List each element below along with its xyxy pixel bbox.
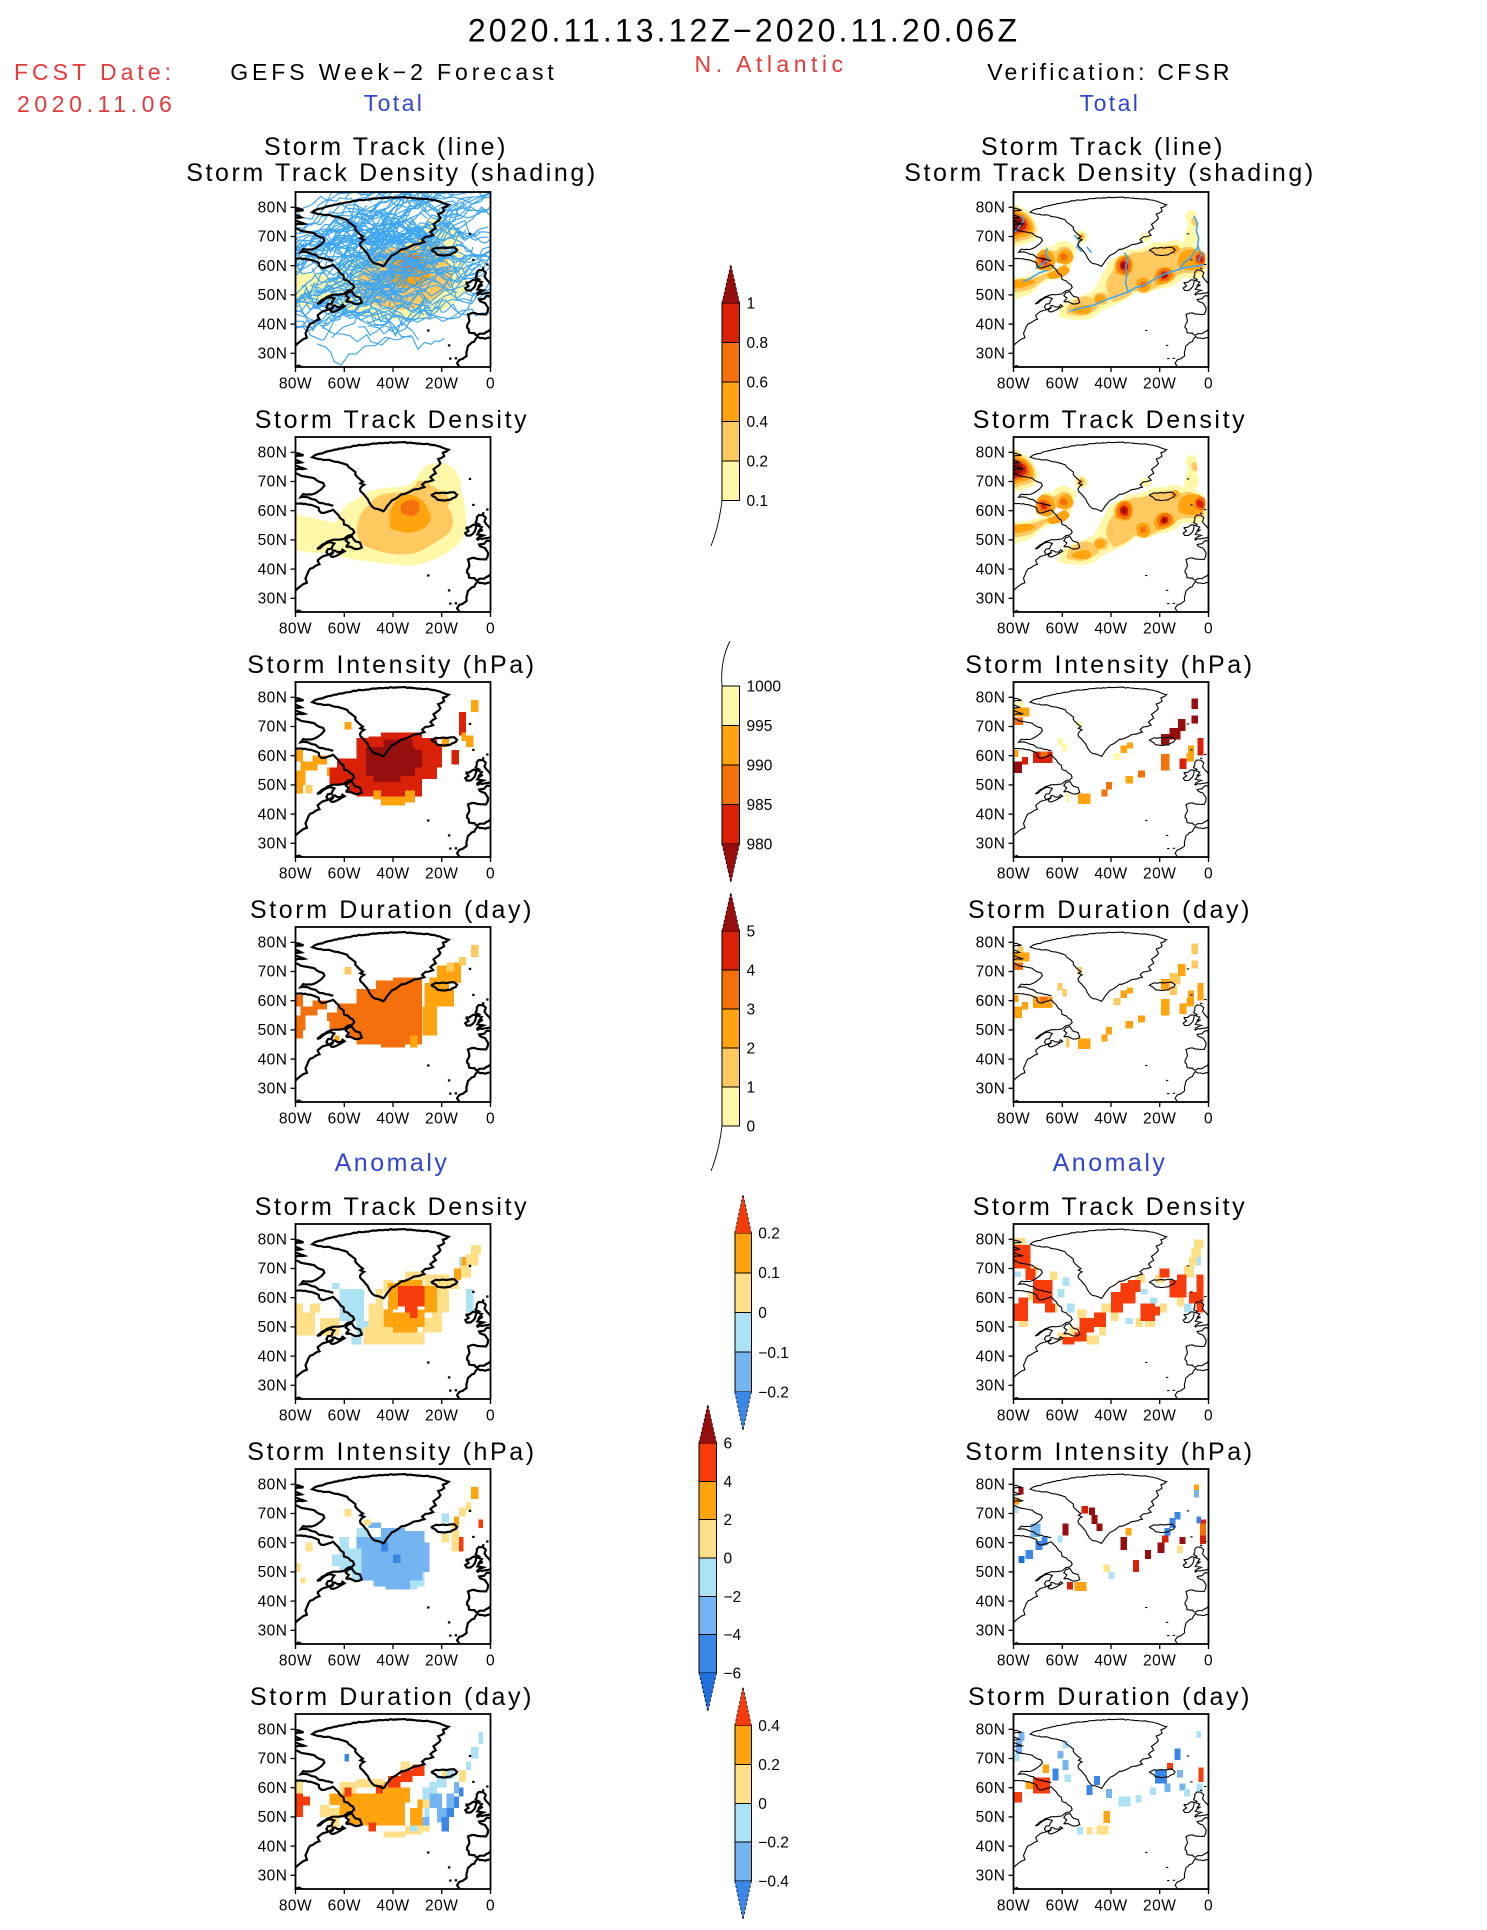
svg-text:Total: Total bbox=[364, 90, 425, 116]
svg-text:4: 4 bbox=[747, 963, 756, 980]
svg-text:GEFS Week−2 Forecast: GEFS Week−2 Forecast bbox=[230, 59, 557, 85]
svg-text:−0.1: −0.1 bbox=[758, 1345, 789, 1362]
svg-text:1000: 1000 bbox=[747, 679, 782, 696]
svg-text:0.2: 0.2 bbox=[758, 1757, 780, 1774]
svg-text:0.6: 0.6 bbox=[747, 375, 769, 392]
svg-text:Storm Intensity (hPa): Storm Intensity (hPa) bbox=[247, 1438, 536, 1466]
svg-text:1: 1 bbox=[747, 1080, 756, 1097]
svg-text:Storm Duration (day): Storm Duration (day) bbox=[250, 1683, 534, 1711]
svg-text:2: 2 bbox=[724, 1512, 733, 1529]
svg-text:990: 990 bbox=[747, 758, 773, 775]
svg-text:−0.2: −0.2 bbox=[758, 1835, 789, 1852]
svg-text:Anomaly: Anomaly bbox=[335, 1149, 450, 1177]
svg-text:0.2: 0.2 bbox=[747, 454, 769, 471]
svg-text:0.8: 0.8 bbox=[747, 335, 769, 352]
svg-text:1: 1 bbox=[747, 296, 756, 313]
svg-text:0: 0 bbox=[758, 1305, 767, 1322]
svg-text:Storm Duration (day): Storm Duration (day) bbox=[968, 1683, 1252, 1711]
svg-text:6: 6 bbox=[724, 1436, 733, 1453]
svg-text:0: 0 bbox=[747, 1119, 756, 1136]
svg-text:0.4: 0.4 bbox=[747, 414, 769, 431]
svg-text:FCST Date:: FCST Date: bbox=[14, 59, 175, 85]
svg-text:Anomaly: Anomaly bbox=[1053, 1149, 1168, 1177]
svg-text:−2: −2 bbox=[724, 1589, 742, 1606]
svg-text:Storm Track Density: Storm Track Density bbox=[255, 1193, 529, 1221]
svg-text:Storm Duration (day): Storm Duration (day) bbox=[968, 896, 1252, 924]
svg-text:Storm Track Density: Storm Track Density bbox=[255, 406, 529, 434]
svg-text:0.1: 0.1 bbox=[758, 1265, 780, 1282]
svg-text:4: 4 bbox=[724, 1474, 733, 1491]
svg-text:Verification: CFSR: Verification: CFSR bbox=[987, 59, 1233, 85]
svg-text:2020.11.13.12Z−2020.11.20.06Z: 2020.11.13.12Z−2020.11.20.06Z bbox=[468, 13, 1020, 49]
svg-text:Storm Track Density (shading): Storm Track Density (shading) bbox=[904, 159, 1316, 187]
svg-text:3: 3 bbox=[747, 1002, 756, 1019]
svg-text:0.2: 0.2 bbox=[758, 1226, 780, 1243]
svg-text:Storm Intensity (hPa): Storm Intensity (hPa) bbox=[965, 651, 1254, 679]
svg-text:980: 980 bbox=[747, 837, 773, 854]
svg-text:−0.4: −0.4 bbox=[758, 1874, 789, 1891]
svg-text:Storm Duration (day): Storm Duration (day) bbox=[250, 896, 534, 924]
svg-text:0.4: 0.4 bbox=[758, 1718, 780, 1735]
svg-text:2: 2 bbox=[747, 1041, 756, 1058]
svg-text:Storm Intensity (hPa): Storm Intensity (hPa) bbox=[965, 1438, 1254, 1466]
svg-text:Storm Track Density (shading): Storm Track Density (shading) bbox=[186, 159, 598, 187]
svg-text:Storm Track (line): Storm Track (line) bbox=[981, 133, 1225, 161]
svg-text:5: 5 bbox=[747, 924, 756, 941]
svg-text:995: 995 bbox=[747, 718, 773, 735]
svg-text:0.1: 0.1 bbox=[747, 493, 769, 510]
svg-text:0: 0 bbox=[758, 1796, 767, 1813]
svg-text:−4: −4 bbox=[724, 1627, 742, 1644]
svg-text:0: 0 bbox=[724, 1551, 733, 1568]
svg-text:985: 985 bbox=[747, 797, 773, 814]
svg-text:Storm Track (line): Storm Track (line) bbox=[264, 133, 508, 161]
svg-text:Storm Intensity (hPa): Storm Intensity (hPa) bbox=[247, 651, 536, 679]
svg-text:N. Atlantic: N. Atlantic bbox=[694, 51, 847, 77]
svg-text:2020.11.06: 2020.11.06 bbox=[17, 91, 176, 117]
svg-text:Storm Track Density: Storm Track Density bbox=[973, 406, 1247, 434]
svg-text:Total: Total bbox=[1080, 90, 1141, 116]
svg-text:−0.2: −0.2 bbox=[758, 1385, 789, 1402]
svg-text:Storm Track Density: Storm Track Density bbox=[973, 1193, 1247, 1221]
svg-text:−6: −6 bbox=[724, 1666, 742, 1683]
